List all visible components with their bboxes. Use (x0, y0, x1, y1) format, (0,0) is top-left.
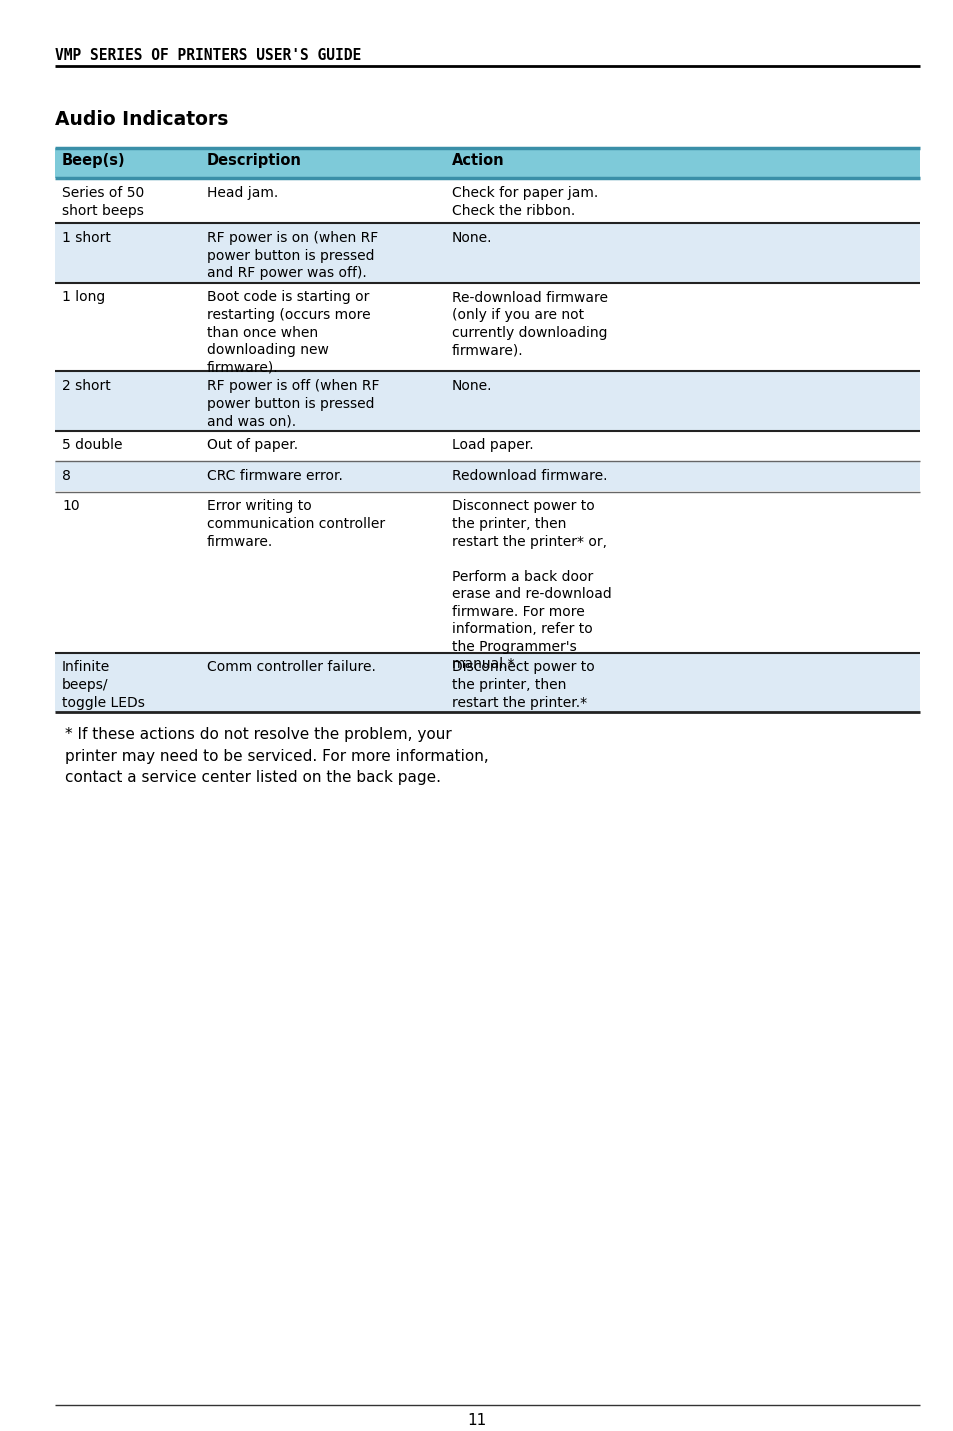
Text: Audio Indicators: Audio Indicators (55, 110, 228, 129)
Bar (55, 431, 919, 461)
Text: Out of paper.: Out of paper. (207, 438, 297, 452)
Text: None.: None. (452, 230, 492, 245)
Text: Comm controller failure.: Comm controller failure. (207, 661, 375, 674)
Text: Head jam.: Head jam. (207, 186, 278, 200)
Text: * If these actions do not resolve the problem, your
printer may need to be servi: * If these actions do not resolve the pr… (65, 727, 488, 786)
Text: Error writing to
communication controller
firmware.: Error writing to communication controlle… (207, 499, 385, 548)
Text: Description: Description (207, 153, 301, 167)
Bar (55, 282, 919, 371)
Bar (55, 147, 919, 177)
Text: Load paper.: Load paper. (452, 438, 533, 452)
Bar (55, 491, 919, 653)
Text: 2 short: 2 short (62, 379, 111, 394)
Text: RF power is on (when RF
power button is pressed
and RF power was off).: RF power is on (when RF power button is … (207, 230, 377, 280)
Text: Disconnect power to
the printer, then
restart the printer.*: Disconnect power to the printer, then re… (452, 661, 594, 710)
Text: 11: 11 (467, 1412, 486, 1428)
Text: VMP SERIES OF PRINTERS USER'S GUIDE: VMP SERIES OF PRINTERS USER'S GUIDE (55, 49, 361, 63)
Bar (55, 461, 919, 491)
Text: Infinite
beeps/
toggle LEDs: Infinite beeps/ toggle LEDs (62, 661, 145, 710)
Bar (55, 177, 919, 223)
Text: Disconnect power to
the printer, then
restart the printer* or,

Perform a back d: Disconnect power to the printer, then re… (452, 499, 611, 671)
Text: 5 double: 5 double (62, 438, 122, 452)
Text: Beep(s): Beep(s) (62, 153, 126, 167)
Bar (55, 223, 919, 282)
Text: Action: Action (452, 153, 504, 167)
Text: 8: 8 (62, 469, 71, 484)
Text: Re-download firmware
(only if you are not
currently downloading
firmware).: Re-download firmware (only if you are no… (452, 290, 607, 358)
Text: None.: None. (452, 379, 492, 394)
Text: RF power is off (when RF
power button is pressed
and was on).: RF power is off (when RF power button is… (207, 379, 379, 428)
Text: 1 long: 1 long (62, 290, 105, 305)
Text: CRC firmware error.: CRC firmware error. (207, 469, 342, 484)
Text: Check for paper jam.
Check the ribbon.: Check for paper jam. Check the ribbon. (452, 186, 598, 218)
Bar (55, 653, 919, 713)
Text: Series of 50
short beeps: Series of 50 short beeps (62, 186, 144, 218)
Bar (55, 371, 919, 431)
Text: Boot code is starting or
restarting (occurs more
than once when
downloading new
: Boot code is starting or restarting (occ… (207, 290, 370, 375)
Text: 10: 10 (62, 499, 79, 514)
Text: 1 short: 1 short (62, 230, 111, 245)
Text: Redownload firmware.: Redownload firmware. (452, 469, 607, 484)
